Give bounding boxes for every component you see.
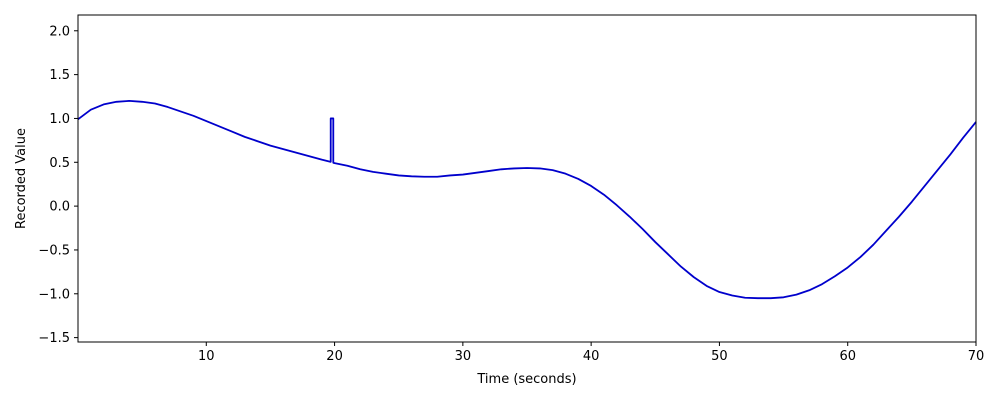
y-tick-label: 0.5 (49, 156, 70, 171)
y-ticks: −1.5 −1.0 −0.5 0.0 0.5 1.0 1.5 2.0 (38, 24, 78, 346)
y-tick-label: 1.5 (49, 68, 70, 83)
plot-area (78, 15, 976, 342)
plot-frame (77, 14, 977, 343)
x-tick-label: 10 (198, 349, 215, 364)
x-tick-label: 50 (711, 349, 728, 364)
x-ticks: 10 20 30 40 50 60 70 (198, 342, 984, 364)
x-axis-label: Time (seconds) (476, 372, 576, 387)
x-tick-label: 30 (455, 349, 472, 364)
series-line (77, 100, 977, 300)
y-tick-label: 2.0 (49, 24, 70, 39)
y-tick-label: −0.5 (38, 243, 70, 258)
y-tick-label: 0.0 (49, 200, 70, 215)
y-tick-label: 1.0 (49, 112, 70, 127)
series-layer (77, 100, 977, 300)
x-tick-label: 60 (839, 349, 856, 364)
x-tick-label: 40 (583, 349, 600, 364)
x-tick-label: 20 (326, 349, 343, 364)
y-axis-label: Recorded Value (14, 128, 29, 229)
x-tick-label: 70 (968, 349, 985, 364)
y-tick-label: −1.0 (38, 287, 70, 302)
y-tick-label: −1.5 (38, 331, 70, 346)
